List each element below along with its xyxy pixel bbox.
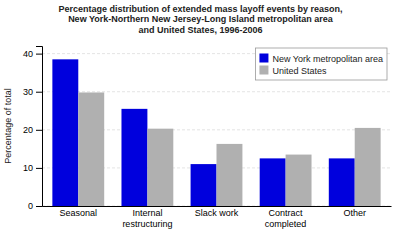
y-tick-label: 40	[23, 49, 33, 59]
x-axis-line	[43, 206, 392, 207]
x-tick: Slack work	[195, 208, 239, 218]
y-tick-mark	[36, 168, 42, 169]
y-axis-title: Percentage of total	[3, 88, 13, 164]
y-tick: 30	[23, 87, 42, 97]
y-tick-mark	[36, 92, 42, 93]
title: Percentage distribution of extended mass…	[58, 4, 342, 36]
x-axis: Seasonal Internalrestructuring Slack work C…	[43, 207, 392, 229]
legend-item: United States	[259, 66, 327, 77]
y-tick-label: 20	[23, 125, 33, 135]
bar	[355, 128, 381, 206]
x-tick: Other	[343, 208, 366, 218]
y-tick-label: 10	[23, 163, 33, 173]
y-tick-label: 0	[28, 201, 33, 211]
plot: 0 10 20 30 40 Seasonal Internalrestructuring Sl…	[23, 47, 392, 229]
legend-item: New York metropolitan area	[259, 54, 383, 65]
legend-frame	[255, 48, 387, 80]
bar-series	[78, 92, 380, 206]
x-tick-label: Other	[343, 208, 366, 218]
y-tick-label: 30	[23, 87, 33, 97]
y-tick-mark	[36, 54, 42, 55]
x-tick-label: Contractcompleted	[265, 208, 307, 228]
y-tick-mark	[36, 130, 42, 131]
y-tick: 20	[23, 125, 42, 135]
x-tick: Seasonal	[60, 208, 98, 218]
bar	[121, 109, 147, 206]
legend-label: New York metropolitan area	[272, 54, 383, 64]
bar	[260, 158, 286, 206]
bar	[78, 92, 104, 206]
legend-swatch	[259, 66, 268, 75]
x-tick-label: Seasonal	[60, 208, 98, 218]
bar	[191, 164, 217, 206]
legend: New York metropolitan area United States	[255, 48, 387, 80]
x-tick: Contractcompleted	[265, 208, 307, 228]
x-tick: Internalrestructuring	[122, 208, 172, 228]
y-tick-mark	[36, 206, 42, 207]
bars	[52, 59, 380, 206]
y-axis-line	[36, 47, 43, 207]
y-tick: 0	[28, 201, 42, 211]
bar	[52, 59, 78, 206]
bar-series	[52, 59, 354, 206]
x-tick-label: Slack work	[195, 208, 239, 218]
bar	[286, 155, 312, 206]
grid-line	[42, 91, 391, 92]
legend-swatch	[259, 54, 268, 63]
y-axis: 0 10 20 30 40	[23, 47, 43, 212]
bar	[217, 144, 243, 206]
y-tick: 10	[23, 163, 42, 173]
x-tick-label: Internalrestructuring	[122, 208, 172, 228]
bar	[329, 158, 355, 206]
legend-label: United States	[272, 66, 327, 76]
chart: Percentage distribution of extended mass…	[0, 0, 401, 238]
bar	[147, 129, 173, 206]
y-tick: 40	[23, 49, 42, 59]
